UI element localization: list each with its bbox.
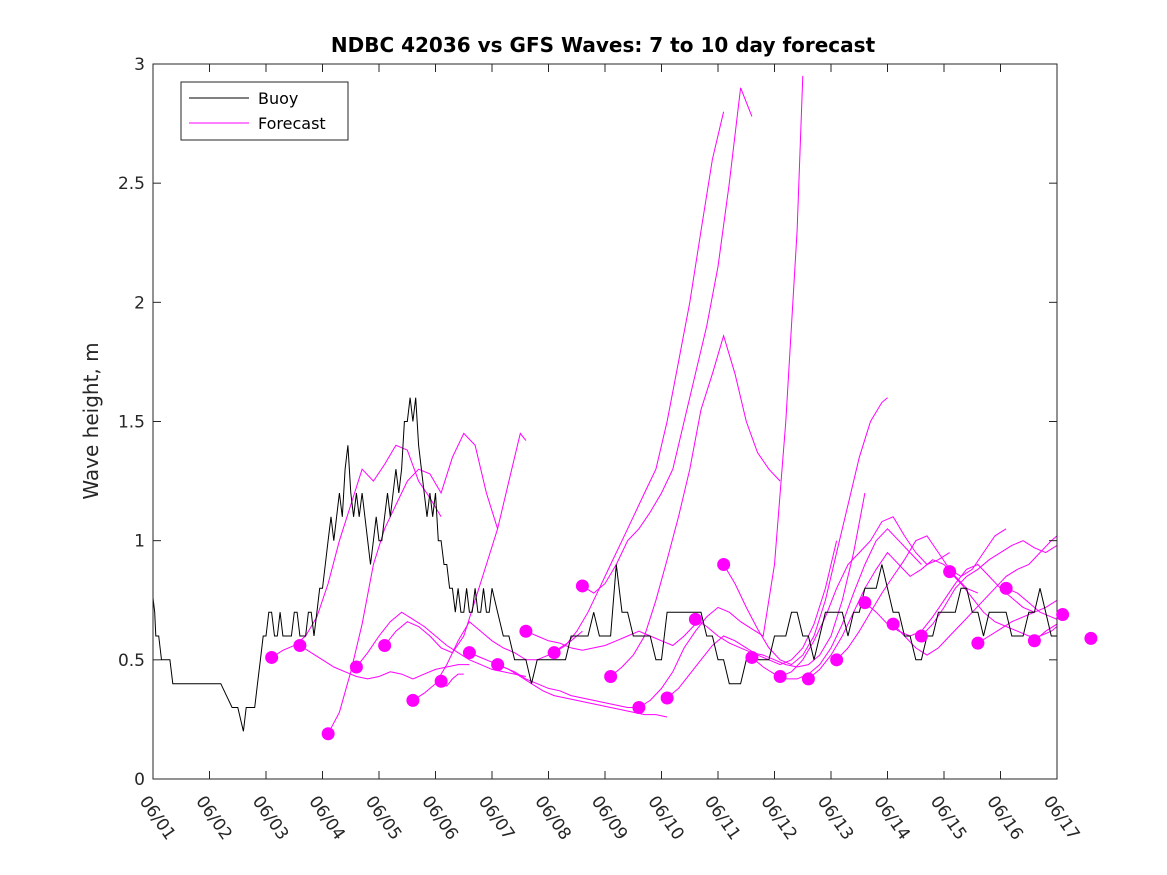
y-axis-label: Wave height, m (79, 342, 103, 499)
chart-title: NDBC 42036 vs GFS Waves: 7 to 10 day for… (331, 33, 876, 57)
forecast-marker (378, 639, 392, 653)
legend: Buoy Forecast (180, 81, 349, 141)
forecast-line-21 (836, 528, 1007, 661)
forecast-marker (745, 650, 759, 664)
forecast-line-24 (921, 540, 1057, 637)
forecast-line-3 (327, 432, 499, 734)
forecast-line-12 (582, 87, 753, 594)
y-tick-label: 3 (134, 55, 145, 75)
forecast-marker (491, 658, 505, 672)
forecast-line-16 (695, 492, 866, 668)
plot-area (153, 75, 1057, 734)
legend-label: Buoy (258, 89, 298, 108)
forecast-line-27 (1005, 587, 1057, 620)
forecast-marker (604, 670, 618, 684)
y-tick-label: 2 (134, 293, 145, 313)
forecast-marker (321, 727, 335, 741)
forecast-marker (632, 701, 646, 714)
forecast-marker (717, 558, 731, 571)
forecast-marker (462, 646, 476, 660)
forecast-marker (293, 639, 307, 653)
forecast-marker (999, 581, 1013, 595)
forecast-line-13 (610, 333, 781, 677)
forecast-marker (1027, 634, 1041, 648)
forecast-line-5 (384, 432, 527, 654)
y-tick-label: 1 (134, 532, 145, 552)
forecast-line-19 (779, 516, 950, 677)
forecast-line-11 (553, 111, 725, 654)
y-tick-label: 2.5 (118, 174, 145, 194)
legend-box (180, 81, 349, 141)
forecast-marker (349, 660, 363, 674)
y-tick-label: 0 (134, 770, 145, 790)
forecast-marker (547, 646, 561, 660)
forecast-marker (434, 674, 448, 688)
forecast-marker (1084, 631, 1098, 645)
forecast-marker (801, 672, 815, 686)
forecast-markers (265, 558, 1098, 741)
forecast-line-10 (525, 623, 696, 651)
forecast-marker (406, 693, 420, 707)
forecast-marker (830, 653, 844, 667)
forecast-line-26 (977, 599, 1057, 644)
forecast-marker (914, 629, 928, 643)
forecast-marker (575, 579, 589, 593)
forecast-marker (971, 636, 985, 650)
forecast-marker (265, 650, 279, 664)
forecast-marker (858, 596, 872, 610)
forecast-marker (773, 670, 787, 684)
y-tick-label: 1.5 (118, 413, 145, 433)
forecast-line-17 (723, 397, 888, 666)
forecast-line-2 (299, 645, 470, 680)
forecast-line-23 (892, 535, 1057, 656)
buoy-line (153, 397, 1057, 732)
forecast-marker (1056, 608, 1070, 622)
legend-label: Forecast (258, 114, 326, 133)
forecast-marker (519, 624, 533, 638)
forecast-marker (660, 691, 674, 705)
forecast-marker (688, 612, 702, 626)
forecast-marker (943, 565, 957, 579)
y-tick-label: 0.5 (118, 651, 145, 671)
forecast-line-25 (949, 571, 1057, 637)
forecast-marker (886, 617, 900, 631)
forecast-line-14 (638, 75, 804, 708)
